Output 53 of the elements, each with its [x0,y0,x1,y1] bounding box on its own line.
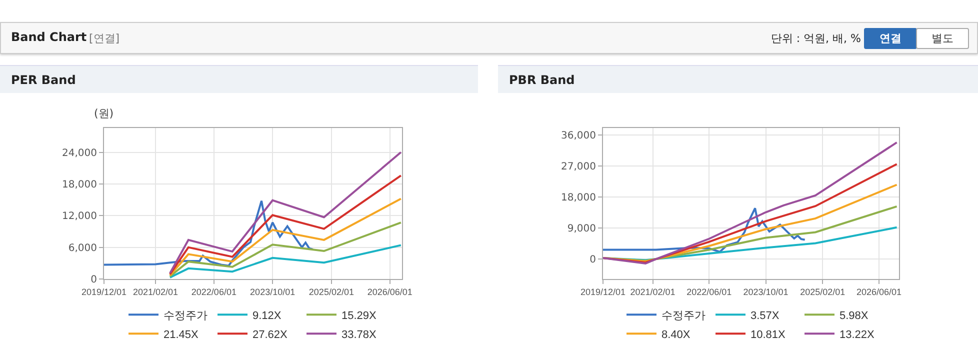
line-series [168,174,402,276]
toggle-button[interactable]: 연결 [864,28,917,49]
legend-label: 10.81X [750,328,786,341]
line-series [168,198,402,276]
y-tick-label: 0 [90,274,97,286]
legend-label: 5.98X [840,310,869,322]
legend-label: 21.45X [164,328,200,341]
text: [연결] [89,31,120,46]
legend-label: 15.29X [342,310,378,322]
y-axis-title: (원) [94,107,114,120]
text: 단위 : 억원, 배, % [770,31,861,46]
line-series [168,222,402,278]
legend-label: 수정주가 [662,310,706,322]
x-tick-label: 2026/06/01 [856,286,902,297]
line-series [603,141,898,265]
x-tick-label: 2025/02/01 [308,286,354,297]
legend-label: 27.62X [252,328,288,341]
x-tick-label: 2019/12/01 [81,286,127,297]
line-series [603,184,898,262]
y-tick-label: 9,000 [567,224,596,235]
legend-label: 8.40X [662,328,691,341]
y-tick-label: 0 [590,254,596,266]
line-series [603,207,806,253]
line-series [603,205,898,262]
legend-label: 3.57X [750,310,780,322]
legend-label: 수정주가 [164,310,208,322]
chart-title: PBR Band [498,65,978,93]
chart-title: PER Band [0,65,478,93]
y-tick-label: 18,000 [561,192,596,204]
text: Band Chart [11,30,87,44]
y-tick-label: 6,000 [68,242,97,254]
x-tick-label: 2022/06/01 [191,286,236,297]
x-tick-label: 2019/12/01 [580,286,626,297]
legend-label: 33.78X [342,328,378,341]
legend-label: 13.22X [840,328,876,341]
line-series [168,151,402,274]
x-tick-label: 2022/06/01 [686,286,732,297]
x-tick-label: 2025/02/01 [800,286,846,297]
y-tick-label: 27,000 [561,162,596,173]
line-series [104,200,314,267]
toggle-button[interactable]: 별도 [916,28,969,49]
legend-label: 9.12X [252,310,282,322]
line-series [603,163,898,264]
y-tick-label: 12,000 [62,211,97,222]
line-series [168,244,402,278]
x-tick-label: 2021/02/01 [133,286,178,297]
y-tick-label: 36,000 [561,130,596,142]
y-tick-label: 18,000 [62,179,97,190]
x-tick-label: 2023/10/01 [250,286,296,297]
x-tick-label: 2023/10/01 [743,286,788,297]
x-tick-label: 2021/02/01 [630,286,676,297]
y-tick-label: 24,000 [62,148,97,159]
x-tick-label: 2026/06/01 [367,286,412,297]
